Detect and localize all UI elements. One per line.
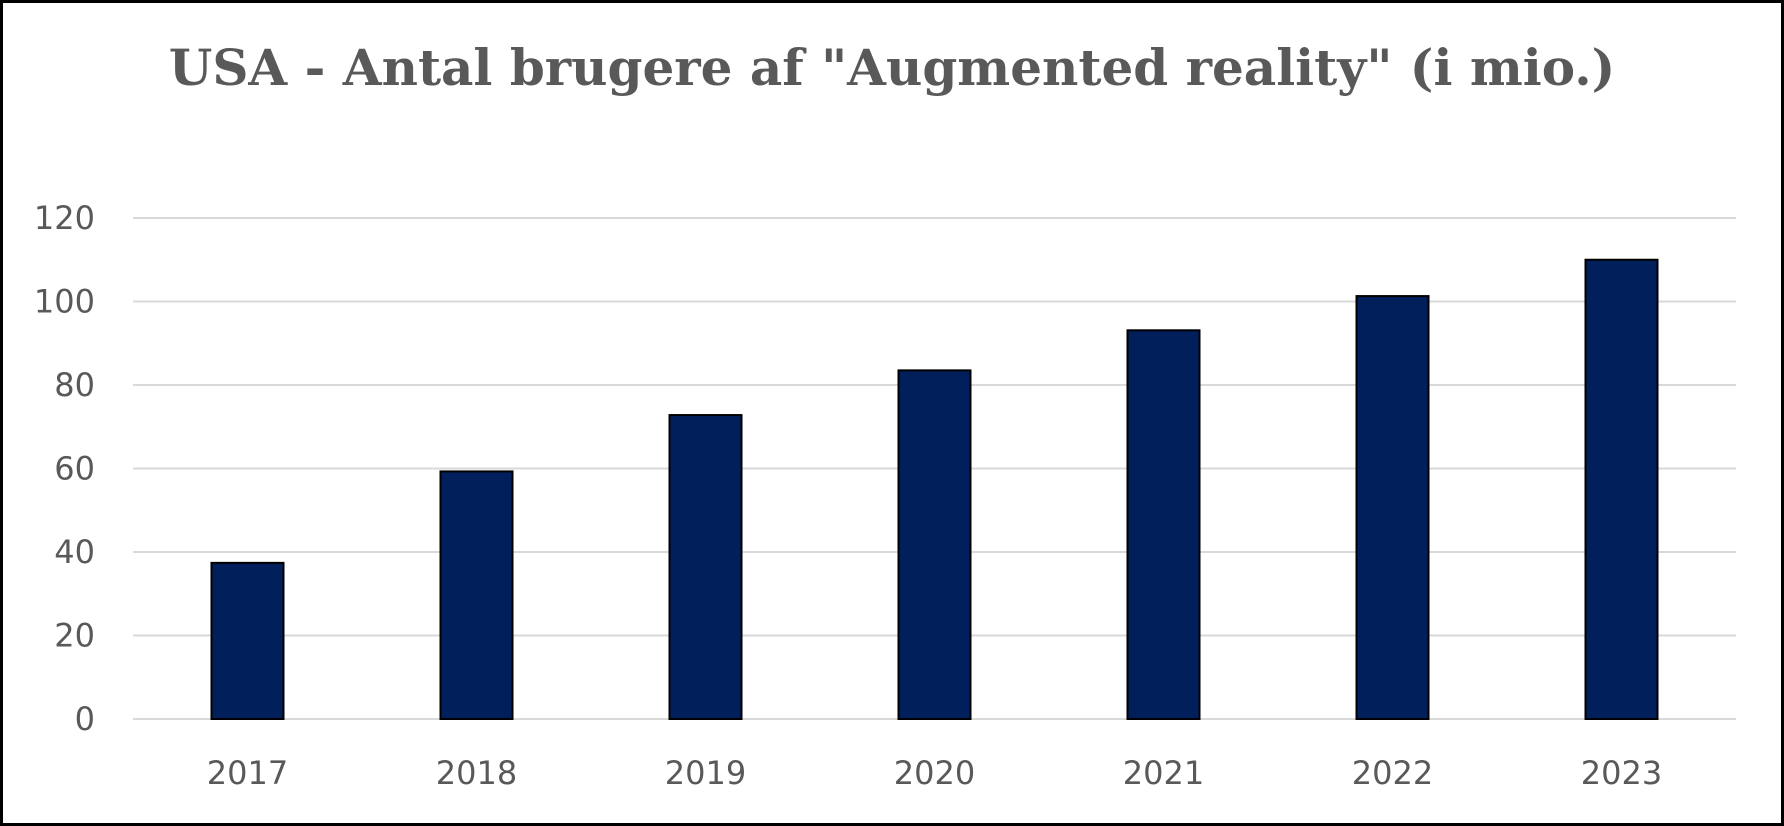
x-tick-label: 2018 (436, 754, 517, 792)
x-tick-label: 2017 (207, 754, 288, 792)
bar-2021 (1126, 329, 1201, 720)
x-tick-label: 2022 (1352, 754, 1433, 792)
bar-2022 (1355, 295, 1430, 720)
bar-2020 (897, 369, 972, 720)
x-tick-label: 2023 (1581, 754, 1662, 792)
y-tick-label: 60 (54, 450, 95, 488)
y-tick-label: 80 (54, 366, 95, 404)
x-axis-ticks: 2017 2018 2019 2020 2021 2022 2023 (207, 754, 1662, 792)
y-tick-label: 120 (34, 199, 95, 237)
bar-2023 (1584, 258, 1659, 720)
y-tick-label: 40 (54, 533, 95, 571)
chart-title: USA - Antal brugere af "Augmented realit… (168, 38, 1616, 97)
y-axis-ticks: 0 20 40 60 80 100 120 (34, 199, 95, 738)
x-tick-label: 2021 (1123, 754, 1204, 792)
bar-chart: 0 20 40 60 80 100 120 2017 2018 2019 2020 2021 2022… (34, 199, 1736, 792)
bar-2017 (210, 561, 285, 720)
y-tick-label: 100 (34, 283, 95, 321)
bar-2019 (668, 414, 743, 720)
x-tick-label: 2020 (894, 754, 975, 792)
bars (210, 258, 1659, 720)
y-tick-label: 0 (75, 700, 95, 738)
bar-2018 (439, 470, 514, 720)
x-tick-label: 2019 (665, 754, 746, 792)
y-tick-label: 20 (54, 617, 95, 655)
